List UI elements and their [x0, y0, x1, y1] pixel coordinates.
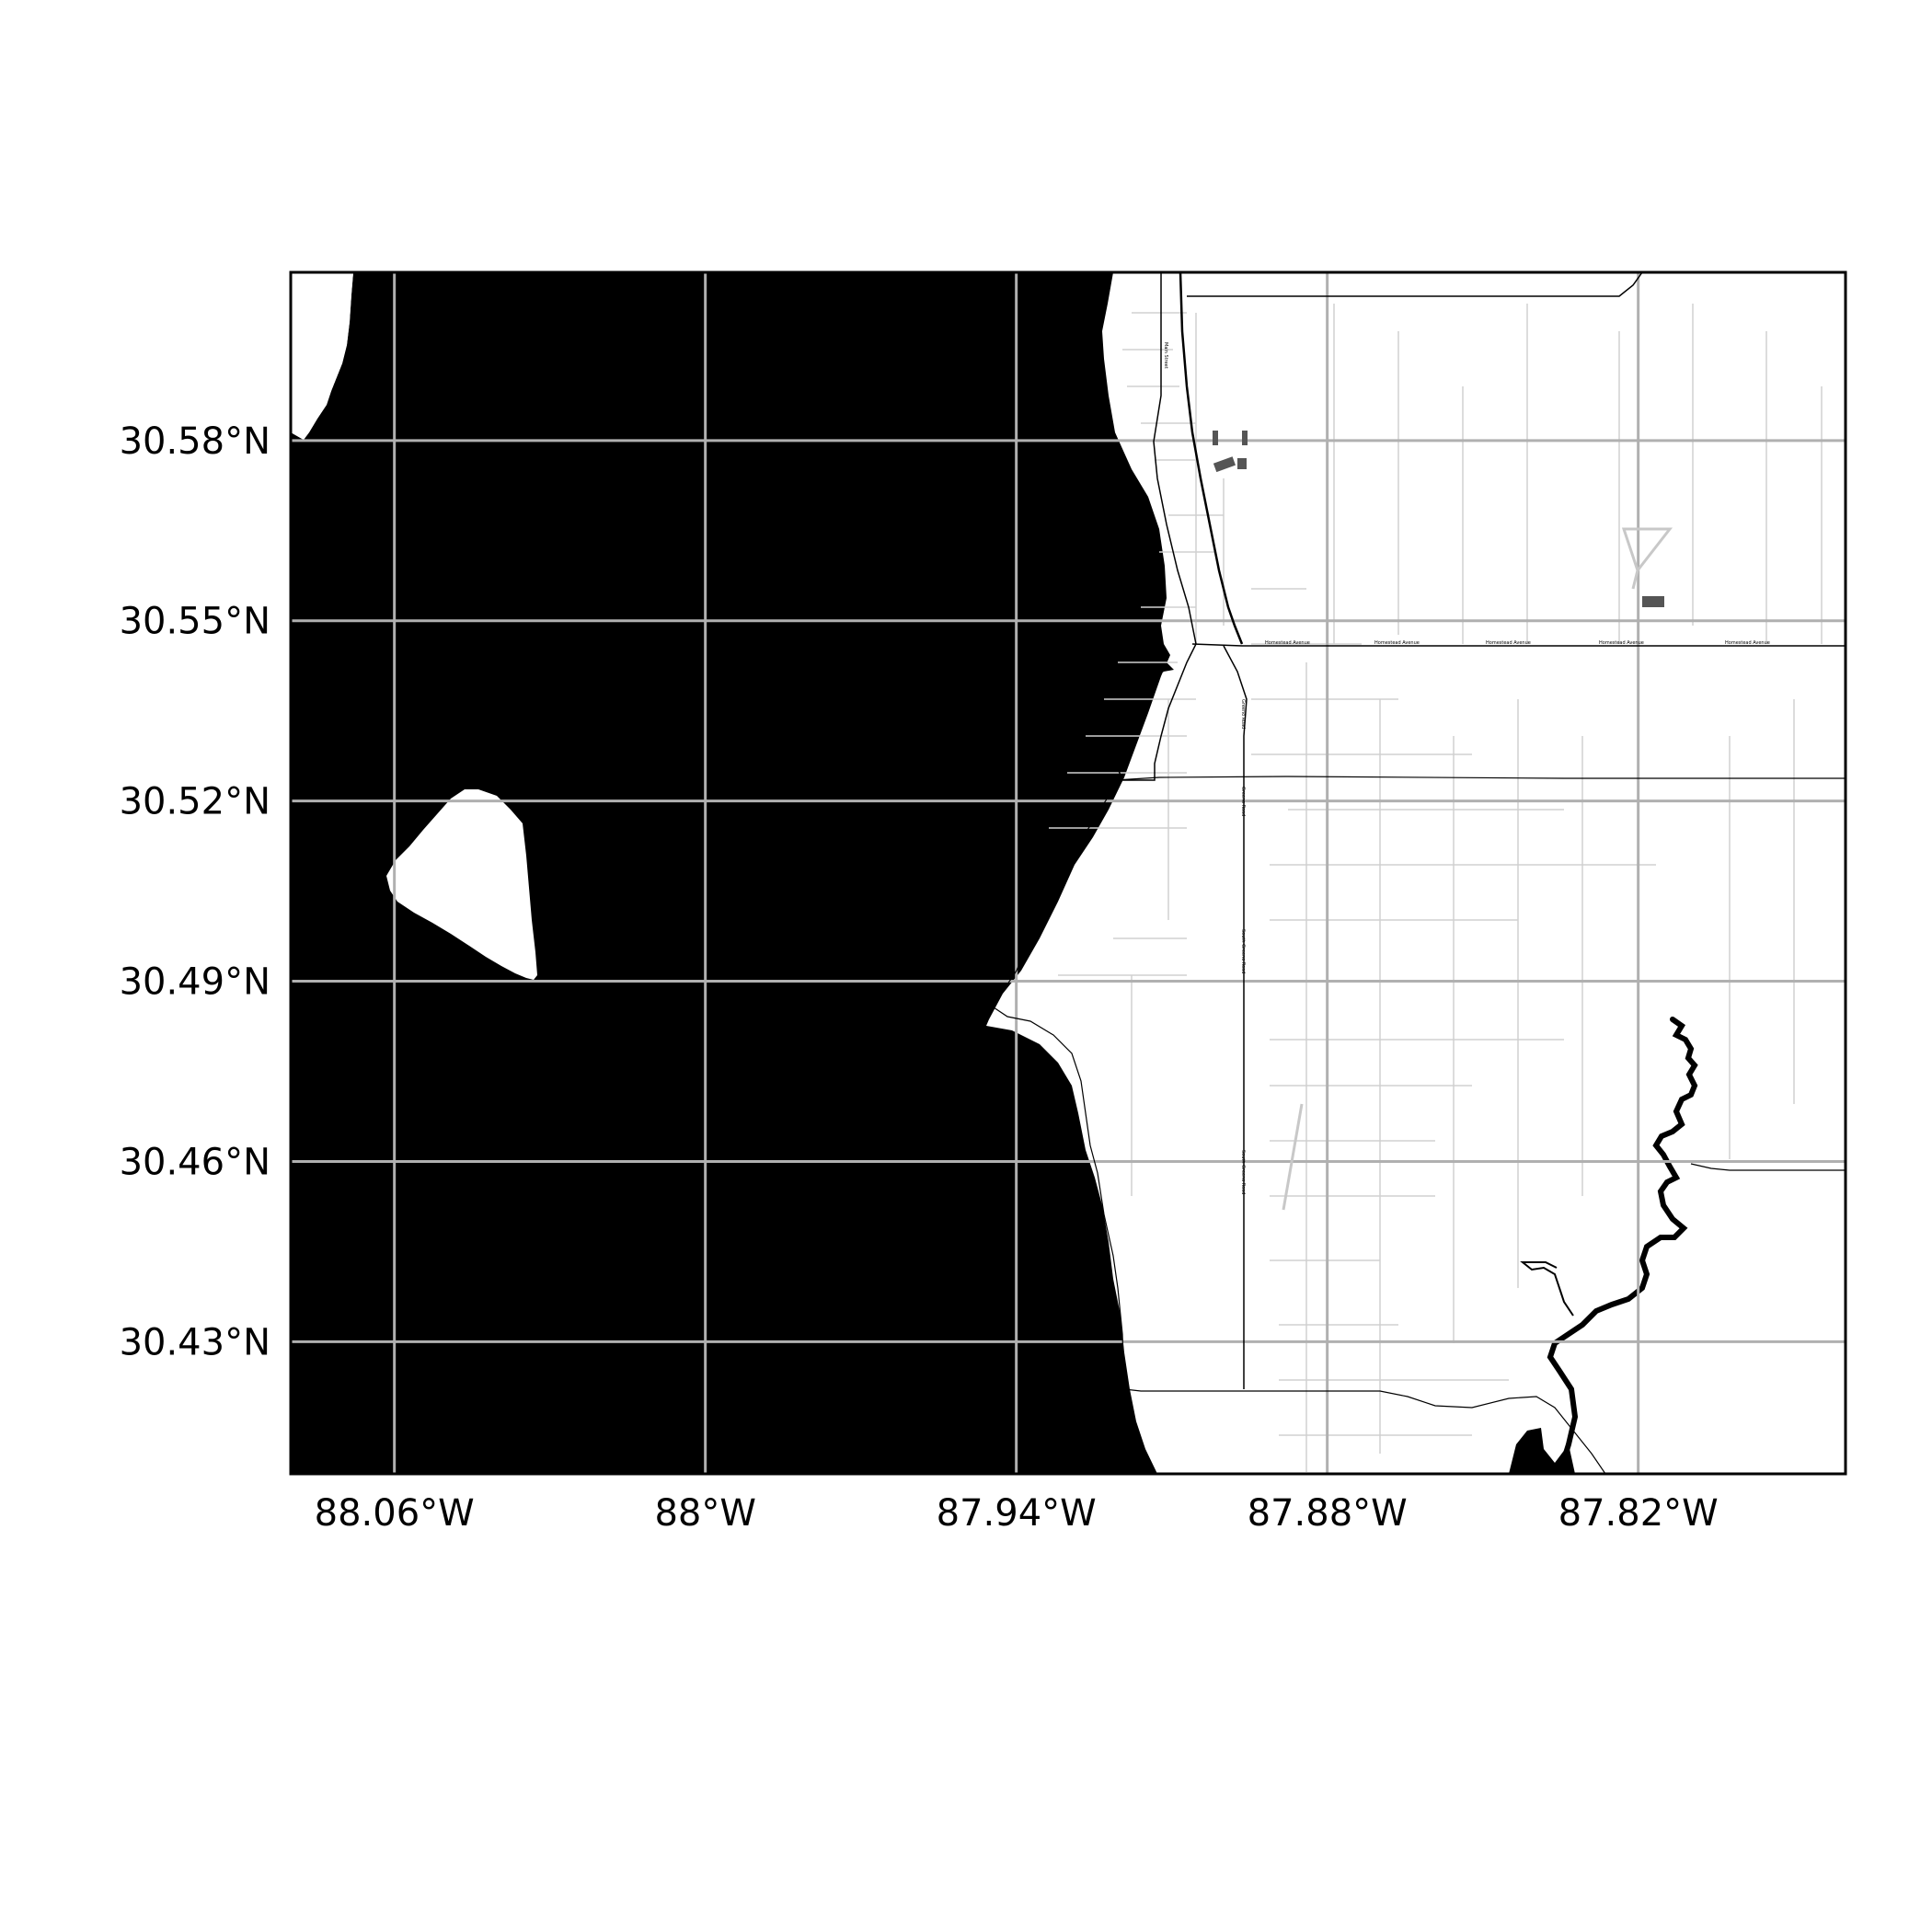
y-axis-tick-labels: 30.58°N 30.55°N 30.52°N 30.49°N 30.46°N 30.43… [120, 420, 270, 1363]
road-label: Homestead Avenue [1486, 640, 1531, 646]
road-us98 [1179, 272, 1244, 645]
road-label: South Greeno Road [1240, 1150, 1246, 1194]
creek-spot [1155, 662, 1174, 676]
fish-river [1547, 1017, 1698, 1474]
road-top [1187, 272, 1643, 297]
western-shore [291, 272, 353, 440]
river-tributary [1520, 1261, 1574, 1317]
minor-streets [1049, 304, 1823, 1472]
scenic-highway [993, 779, 1244, 1392]
road-label: Homestead Avenue [1599, 640, 1644, 646]
road-east [1690, 1163, 1846, 1171]
bay-island [386, 789, 537, 980]
triangle-feature [1621, 527, 1673, 590]
road-label: South Greeno Road [1240, 929, 1246, 973]
x-tick-label: 88.06°W [315, 1492, 475, 1535]
building-marks [1213, 431, 1664, 607]
map-frame [289, 270, 1847, 1476]
graticule [291, 272, 1846, 1474]
road-label: Homestead Avenue [1265, 640, 1310, 646]
river-mouth [1509, 1428, 1575, 1474]
y-tick-label: 30.46°N [120, 1141, 270, 1183]
x-tick-label: 87.94°W [937, 1492, 1097, 1535]
road-label: Homestead Avenue [1374, 640, 1420, 646]
x-tick-label: 87.88°W [1248, 1492, 1408, 1535]
map-plot-area: Homestead Avenue Homestead Avenue Homest… [291, 272, 1846, 1474]
x-tick-label: 88°W [654, 1492, 755, 1535]
y-tick-label: 30.52°N [120, 781, 270, 823]
y-tick-label: 30.55°N [120, 601, 270, 643]
road-label: Greeno Road [1240, 787, 1246, 816]
y-tick-label: 30.58°N [120, 420, 270, 463]
road-us98-west [1117, 272, 1197, 781]
bay-water [291, 272, 1170, 1474]
road-label: Homestead Avenue [1725, 640, 1770, 646]
road-south [1244, 1390, 1606, 1474]
x-axis-tick-labels: 88.06°W 88°W 87.94°W 87.88°W 87.82°W [315, 1492, 1719, 1535]
homestead-avenue [1191, 643, 1846, 647]
y-tick-label: 30.43°N [120, 1321, 270, 1363]
y-tick-label: 30.49°N [120, 961, 270, 1004]
major-roads [993, 272, 1846, 1474]
runway-feature [1282, 1103, 1304, 1211]
road-label: Main Street [1163, 342, 1168, 369]
road-label: Greeno Road [1240, 699, 1246, 729]
road-mid [1114, 776, 1846, 781]
road-labels: Homestead Avenue Homestead Avenue Homest… [1163, 342, 1770, 1194]
x-tick-label: 87.82°W [1558, 1492, 1719, 1535]
greeno-road [1223, 645, 1248, 1389]
